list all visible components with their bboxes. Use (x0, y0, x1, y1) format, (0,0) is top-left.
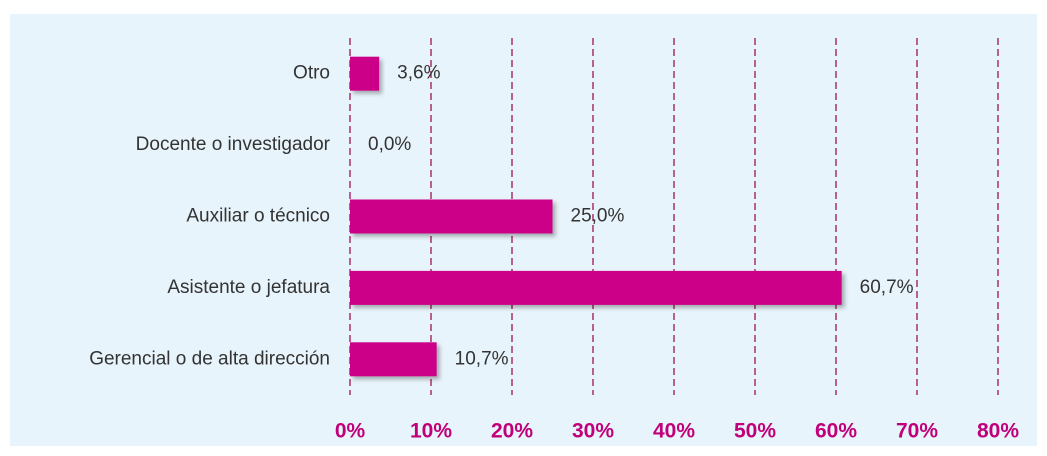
y-tick-label: Asistente o jefatura (167, 277, 330, 298)
x-tick-label: 80% (977, 420, 1019, 443)
bar (350, 270, 842, 305)
x-tick-label: 60% (815, 420, 857, 443)
x-tick-label: 10% (410, 420, 452, 443)
value-label: 3,6% (397, 63, 440, 84)
y-tick-label: Auxiliar o técnico (186, 206, 330, 227)
bar (350, 342, 437, 377)
value-label: 60,7% (860, 277, 914, 298)
value-label: 25,0% (571, 206, 625, 227)
x-tick-label: 50% (734, 420, 776, 443)
value-label: 10,7% (455, 348, 509, 369)
x-tick-label: 30% (572, 420, 614, 443)
y-tick-label: Gerencial o de alta dirección (89, 348, 330, 369)
bar (350, 199, 553, 234)
bar (350, 56, 380, 91)
x-tick-label: 40% (653, 420, 695, 443)
y-tick-label: Docente o investigador (136, 134, 331, 155)
x-tick-label: 0% (335, 420, 366, 443)
x-tick-label: 20% (491, 420, 533, 443)
x-tick-label: 70% (896, 420, 938, 443)
y-tick-label: Otro (293, 63, 330, 84)
value-label: 0,0% (368, 134, 411, 155)
